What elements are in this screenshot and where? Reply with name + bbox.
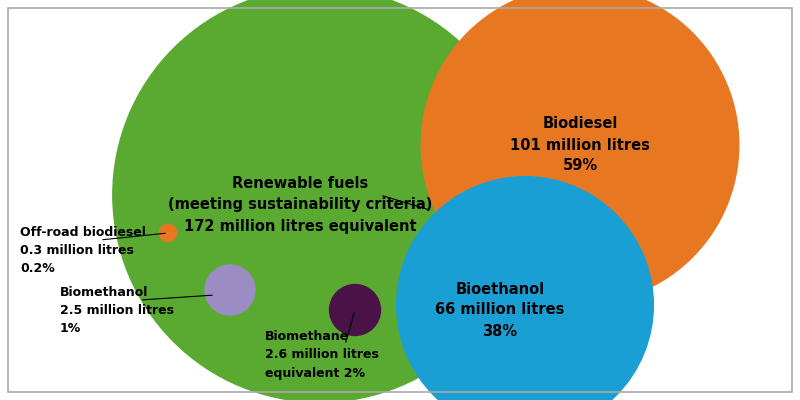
Circle shape (113, 0, 527, 400)
Text: Biomethane
2.6 million litres
equivalent 2%: Biomethane 2.6 million litres equivalent… (265, 330, 379, 380)
Circle shape (159, 224, 177, 242)
Circle shape (330, 284, 381, 336)
Circle shape (397, 177, 654, 400)
Text: Bioethanol
66 million litres
38%: Bioethanol 66 million litres 38% (435, 282, 565, 338)
Text: Off-road biodiesel
0.3 million litres
0.2%: Off-road biodiesel 0.3 million litres 0.… (20, 226, 146, 274)
Text: Biodiesel
101 million litres
59%: Biodiesel 101 million litres 59% (510, 116, 650, 174)
Circle shape (422, 0, 738, 304)
Text: Renewable fuels
(meeting sustainability criteria)
172 million litres equivalent: Renewable fuels (meeting sustainability … (168, 176, 432, 234)
Text: Biomethanol
2.5 million litres
1%: Biomethanol 2.5 million litres 1% (60, 286, 174, 334)
Circle shape (205, 265, 255, 315)
